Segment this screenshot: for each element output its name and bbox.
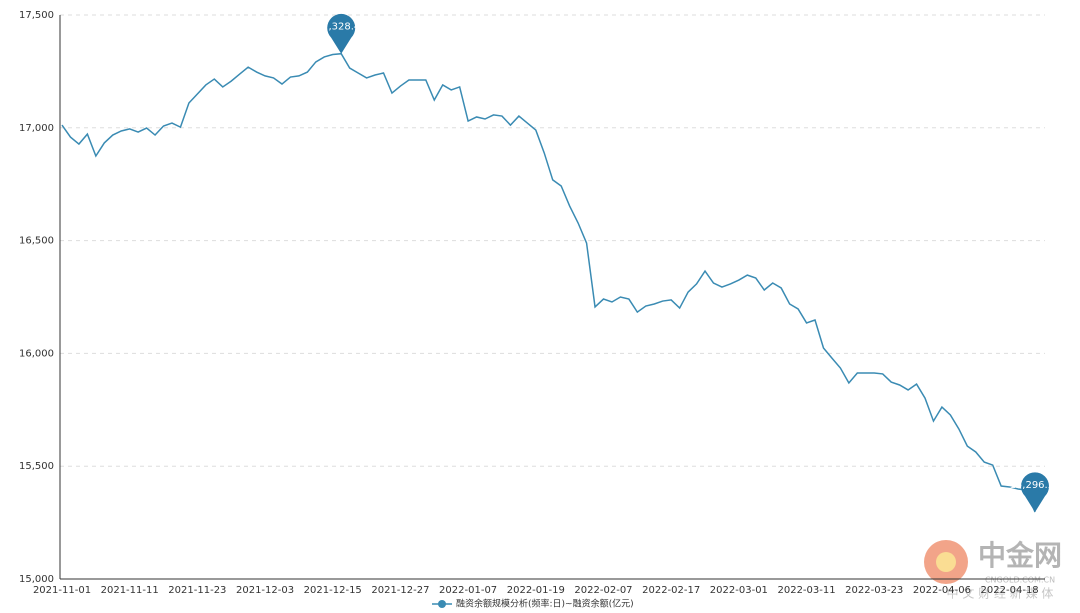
x-tick-label: 2021-12-15 [304,585,362,596]
watermark-site: CNGOLD.COM.CN [985,576,1055,585]
line [61,52,1036,513]
y-tick-label: 17,500 [19,10,54,21]
x-tick-label: 2021-12-03 [236,585,294,596]
legend: 融资余额规模分析(频率:日)~融资余额(亿元) [432,598,634,610]
pin-marker [327,13,356,54]
x-tick-label: 2021-11-01 [33,585,91,596]
x-tick-label: 2022-04-18 [981,585,1039,596]
x-tick-label: 2022-03-11 [777,585,835,596]
watermark-logo-inner [936,552,956,572]
watermark-name: 中金网 [978,539,1062,572]
legend-label: 融资余额规模分析(频率:日)~融资余额(亿元) [456,598,634,610]
y-tick-label: 15,500 [19,461,54,472]
y-tick-label: 16,000 [19,348,54,359]
legend-dot [438,600,446,608]
x-tick-label: 2022-03-01 [710,585,768,596]
watermark: 中金网 CNGOLD.COM.CN 中 文 财 经 新 媒 体 [924,539,1062,601]
y-tick-label: 15,000 [19,574,54,585]
x-tick-label: 2022-04-06 [913,585,971,596]
x-tick-label: 2021-11-11 [101,585,159,596]
y-tick-label: 17,000 [19,123,54,134]
x-tick-label: 2021-11-23 [168,585,226,596]
x-tick-label: 2022-01-19 [507,585,565,596]
x-tick-label: 2022-02-07 [574,585,632,596]
data-label: 15,296.33 [1010,480,1061,491]
pin-marker [1021,472,1049,513]
data-label: 17,328.45 [316,22,367,33]
watermark-slogan: 中 文 财 经 新 媒 体 [947,586,1054,601]
x-tick-label: 2021-12-27 [371,585,429,596]
y-tick-label: 16,500 [19,236,54,247]
x-tick-label: 2022-03-23 [845,585,903,596]
x-tick-label: 2022-02-17 [642,585,700,596]
x-tick-label: 2022-01-07 [439,585,497,596]
